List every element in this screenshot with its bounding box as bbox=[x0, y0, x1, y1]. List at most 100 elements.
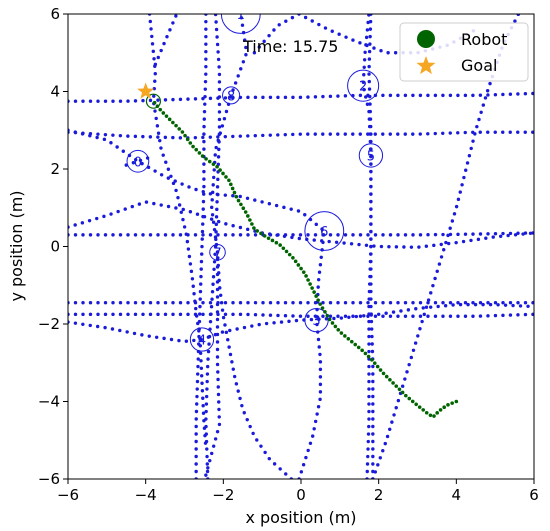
trail-dot bbox=[516, 14, 520, 17]
trail-dot bbox=[81, 312, 85, 317]
trail-dot bbox=[199, 267, 203, 271]
trail-dot bbox=[208, 135, 213, 139]
trail-dot bbox=[456, 93, 460, 98]
trail-dot bbox=[439, 255, 444, 259]
trail-dot bbox=[367, 379, 371, 384]
trail-dot bbox=[171, 233, 175, 237]
trail-dot bbox=[215, 325, 220, 329]
trail-dot bbox=[202, 147, 206, 151]
trail-dot bbox=[178, 312, 183, 317]
trail-dot bbox=[121, 149, 126, 153]
trail-dot bbox=[393, 51, 398, 55]
trail-dot bbox=[201, 404, 205, 408]
trail-dot bbox=[363, 50, 367, 54]
trail-dot bbox=[210, 451, 214, 456]
robot-path-dot bbox=[446, 403, 450, 407]
trail-dot bbox=[366, 233, 370, 237]
trail-dot bbox=[201, 312, 205, 317]
trail-dot bbox=[267, 456, 271, 461]
trail-dot bbox=[513, 19, 517, 23]
trail-dot bbox=[367, 64, 371, 69]
trail-dot bbox=[204, 64, 208, 69]
trail-dot bbox=[231, 193, 235, 198]
trail-dot bbox=[433, 276, 437, 281]
robot-path-dot bbox=[266, 236, 271, 241]
trail-dot bbox=[501, 92, 505, 97]
trail-dot bbox=[402, 245, 406, 249]
trail-dot bbox=[311, 434, 315, 438]
trail-dot bbox=[168, 28, 172, 32]
trail-dot bbox=[392, 413, 396, 417]
trail-dot bbox=[448, 131, 452, 135]
trail-dot bbox=[299, 470, 304, 474]
trail-dot bbox=[400, 384, 405, 388]
obstacle-circle bbox=[220, 14, 261, 34]
trail-dot bbox=[132, 331, 137, 336]
trail-dot bbox=[367, 334, 371, 339]
trail-dot bbox=[193, 135, 198, 140]
trail-dot bbox=[523, 300, 528, 305]
trail-dot bbox=[276, 133, 280, 137]
trail-dot bbox=[192, 291, 196, 296]
goal-layer bbox=[137, 82, 155, 99]
robot-legend-label: Robot bbox=[461, 30, 507, 49]
y-tick-label: −2 bbox=[38, 315, 60, 333]
trail-dot bbox=[220, 124, 225, 128]
trail-dot bbox=[214, 20, 218, 24]
trail-dot bbox=[351, 38, 355, 42]
trail-dot bbox=[166, 204, 171, 209]
trail-dot bbox=[351, 300, 355, 305]
trail-dot bbox=[521, 232, 525, 236]
trail-dot bbox=[316, 285, 320, 289]
trail-dot bbox=[336, 94, 340, 98]
trail-dot bbox=[186, 247, 191, 251]
trail-dot bbox=[207, 334, 212, 339]
trail-dot bbox=[362, 65, 366, 69]
trail-dot bbox=[506, 233, 510, 238]
trail-dot bbox=[369, 312, 373, 316]
trail-dot bbox=[190, 277, 195, 281]
trail-dot bbox=[369, 289, 373, 294]
trail-dot bbox=[196, 321, 200, 326]
obstacle-label: 7 bbox=[213, 246, 221, 261]
trail-dot bbox=[289, 207, 293, 211]
trail-dot bbox=[201, 300, 205, 305]
trail-dot bbox=[433, 93, 438, 98]
trail-dot bbox=[194, 462, 198, 466]
trail-dot bbox=[364, 35, 369, 40]
trail-dot bbox=[371, 454, 375, 459]
trail-dot bbox=[306, 314, 310, 318]
trail-dot bbox=[291, 300, 295, 305]
trail-dot bbox=[195, 394, 199, 399]
trail-dot bbox=[314, 222, 318, 227]
trail-dot bbox=[369, 214, 373, 219]
trail-dot bbox=[192, 338, 196, 343]
robot-path-dot bbox=[304, 274, 308, 278]
trail-dot bbox=[204, 72, 208, 76]
robot-path-dot bbox=[384, 374, 389, 379]
trail-dot bbox=[156, 312, 160, 317]
trail-dot bbox=[246, 233, 250, 237]
robot-path-dot bbox=[397, 387, 402, 392]
trail-dot bbox=[123, 207, 127, 211]
trail-dot bbox=[210, 205, 214, 210]
trail-dot bbox=[368, 94, 372, 99]
trail-dot bbox=[255, 438, 259, 442]
y-axis-ticks: −6 −4 −2 0 2 4 6 bbox=[38, 5, 68, 488]
trail-dot bbox=[201, 214, 205, 219]
trail-dot bbox=[362, 314, 366, 318]
trail-dot bbox=[186, 97, 190, 101]
trail-dot bbox=[371, 372, 375, 376]
trail-dot bbox=[493, 313, 498, 318]
trail-dot bbox=[200, 389, 205, 393]
trail-dot bbox=[162, 336, 166, 341]
trail-dot bbox=[217, 400, 221, 404]
trail-dot bbox=[159, 146, 163, 150]
trail-dot bbox=[144, 200, 149, 204]
trail-dot bbox=[313, 419, 318, 424]
trail-dot bbox=[471, 232, 475, 236]
trail-dot bbox=[194, 439, 198, 444]
trail-dot bbox=[349, 242, 354, 246]
trail-dot bbox=[203, 94, 207, 99]
trail-dot bbox=[126, 233, 130, 237]
